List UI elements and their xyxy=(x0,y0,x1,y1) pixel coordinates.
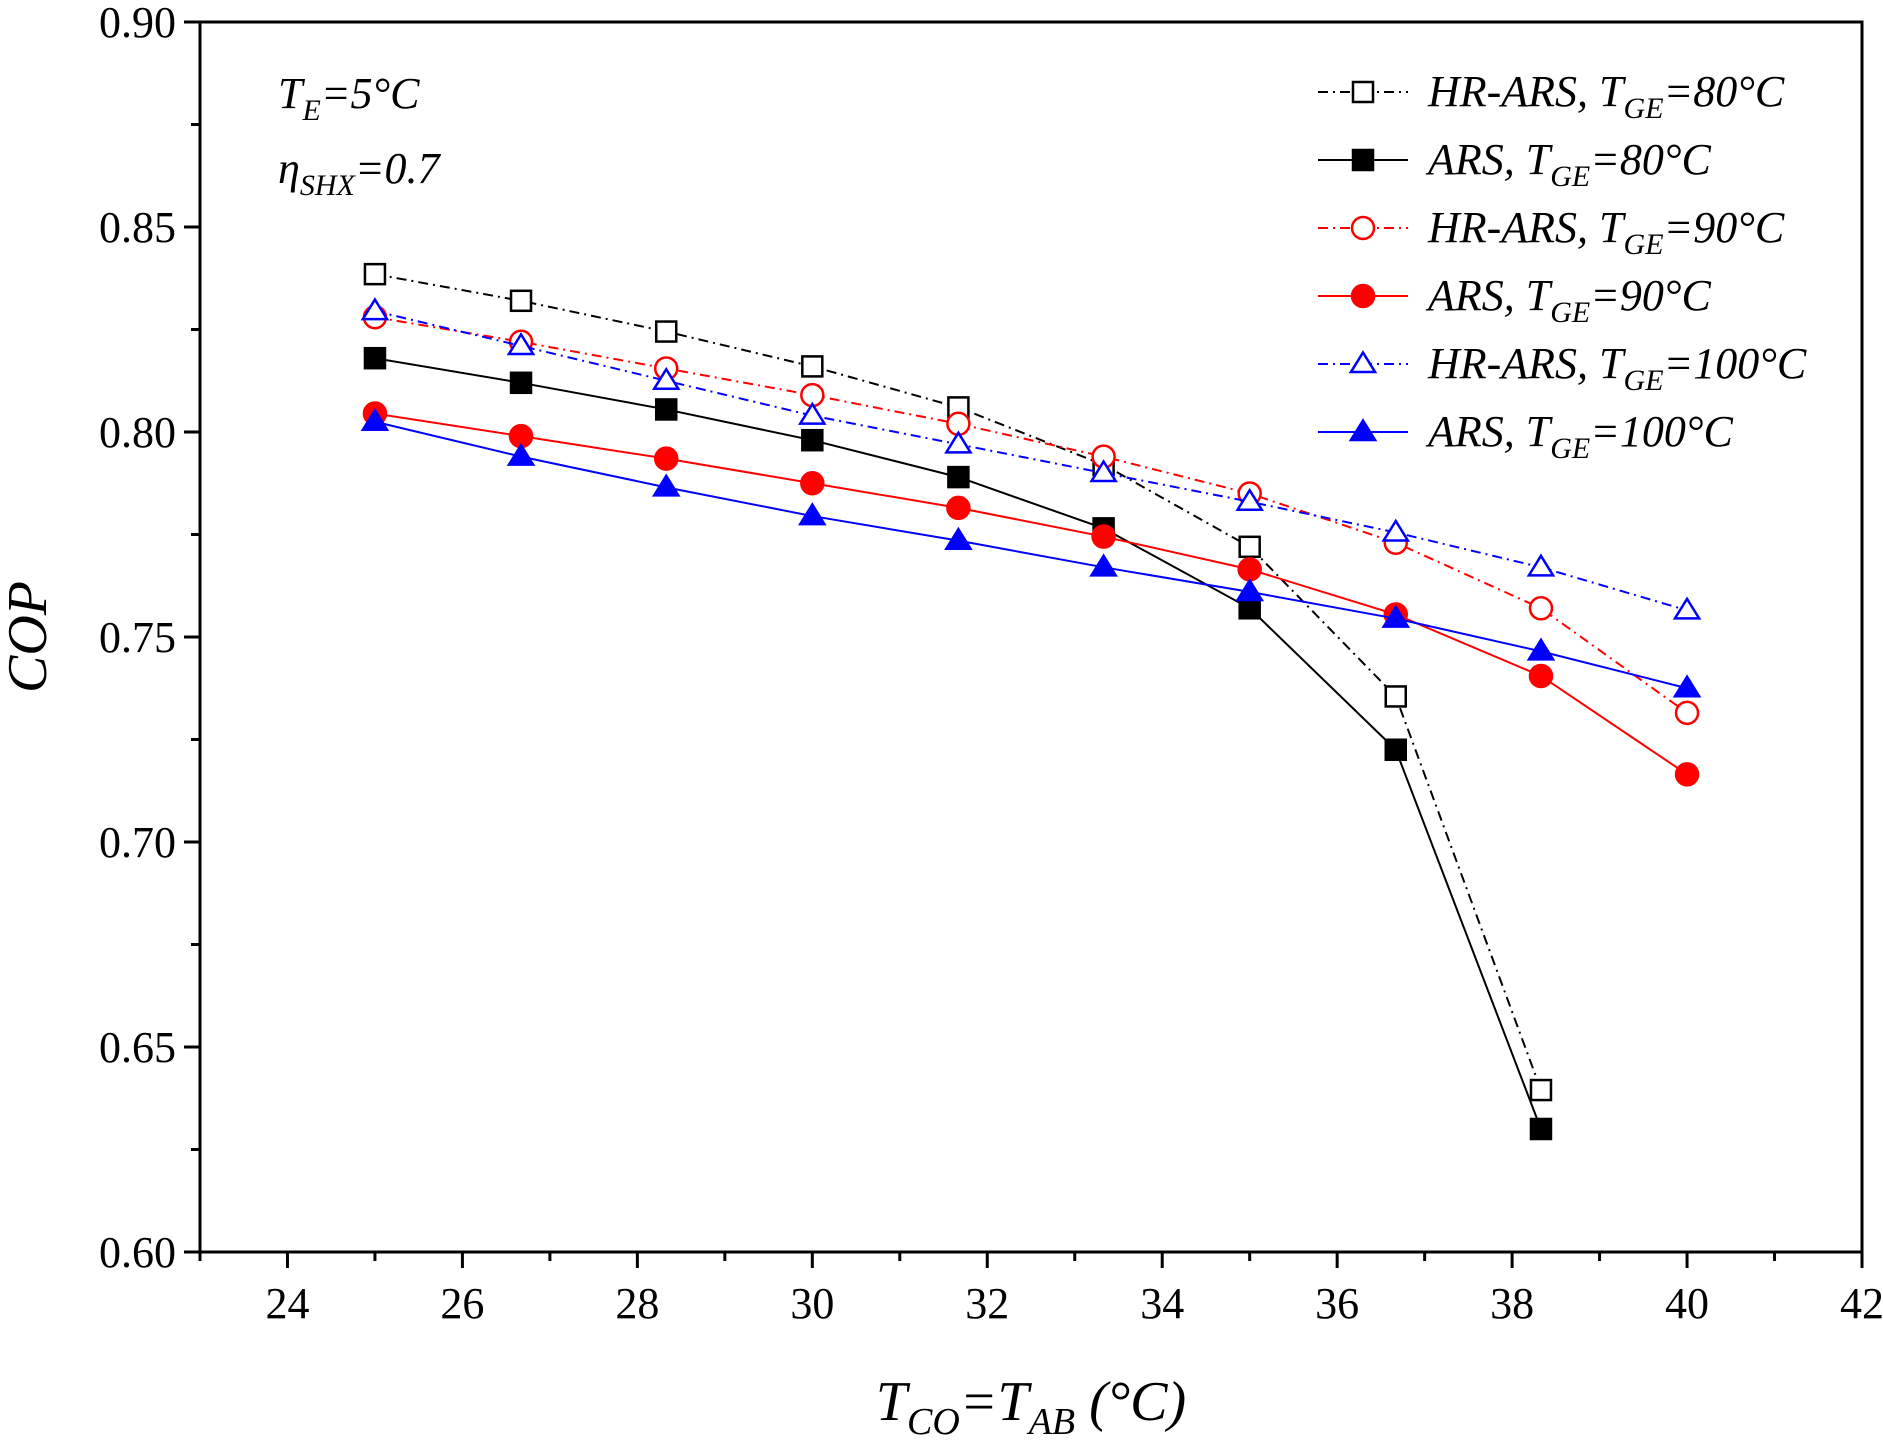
legend-label: ARS, TGE=100°C xyxy=(1425,407,1734,465)
legend-entry-2: ARS, TGE=80°C xyxy=(1318,135,1712,193)
data-point xyxy=(1526,637,1556,661)
x-tick-label: 42 xyxy=(1840,1279,1883,1328)
data-point xyxy=(800,471,825,496)
data-point xyxy=(944,430,973,454)
data-point xyxy=(1235,578,1265,602)
te-annotation: TE=5°C xyxy=(278,69,420,127)
legend-marker xyxy=(1350,283,1376,309)
legend-marker xyxy=(1350,215,1376,241)
data-point xyxy=(1529,1078,1553,1102)
legend-entry-6: ARS, TGE=100°C xyxy=(1318,407,1734,465)
data-point xyxy=(1529,1117,1553,1141)
y-axis-title: COP xyxy=(0,581,59,693)
data-point xyxy=(1381,518,1411,542)
x-tick-label: 36 xyxy=(1315,1279,1359,1328)
x-tick-label: 38 xyxy=(1490,1279,1534,1328)
legend-marker xyxy=(1351,80,1375,104)
data-point xyxy=(1091,524,1116,549)
y-tick-label: 0.90 xyxy=(99,0,176,47)
data-point xyxy=(801,355,824,378)
data-point xyxy=(651,473,681,497)
data-point xyxy=(1526,553,1556,577)
data-point xyxy=(1528,663,1554,689)
legend-entry-1: HR-ARS, TGE=80°C xyxy=(1318,67,1785,125)
legend-label: HR-ARS, TGE=100°C xyxy=(1427,339,1807,397)
series-5 xyxy=(360,297,1702,620)
series-line xyxy=(374,310,1688,612)
data-point xyxy=(1238,535,1261,559)
data-point xyxy=(506,442,536,466)
data-point xyxy=(654,398,678,421)
series-line xyxy=(374,412,1688,776)
series-1 xyxy=(363,262,1553,1102)
legend-marker xyxy=(1348,418,1378,442)
data-point xyxy=(1672,674,1702,698)
data-point xyxy=(363,262,387,286)
data-point xyxy=(797,502,827,526)
y-tick-label: 0.80 xyxy=(99,408,176,457)
legend-marker xyxy=(1348,350,1378,374)
data-point xyxy=(801,428,824,452)
y-tick-label: 0.75 xyxy=(99,613,176,662)
legend-label: HR-ARS, TGE=90°C xyxy=(1427,203,1785,261)
legend-entry-5: HR-ARS, TGE=100°C xyxy=(1318,339,1807,397)
y-tick-label: 0.60 xyxy=(99,1228,176,1277)
data-point xyxy=(506,332,536,356)
data-point xyxy=(360,297,390,321)
series-6 xyxy=(360,407,1702,698)
series-line xyxy=(374,316,1688,714)
series-2 xyxy=(363,346,1553,1141)
y-tick-label: 0.70 xyxy=(99,818,176,867)
legend-marker xyxy=(1351,148,1375,172)
data-point xyxy=(360,407,390,432)
data-point xyxy=(651,366,681,391)
legend: HR-ARS, TGE=80°C ARS, TGE=80°C HR-ARS, TGE… xyxy=(1318,67,1807,465)
data-point xyxy=(1528,596,1554,621)
x-tick-label: 26 xyxy=(440,1279,484,1328)
x-tick-label: 32 xyxy=(965,1279,1009,1328)
data-point xyxy=(946,495,971,521)
series-layer xyxy=(360,262,1702,1141)
data-point xyxy=(1235,487,1265,511)
data-point xyxy=(1672,596,1702,620)
data-point xyxy=(1674,700,1700,726)
data-point xyxy=(1089,553,1118,577)
data-point xyxy=(509,371,533,395)
data-point xyxy=(1381,604,1411,628)
legend-label: ARS, TGE=90°C xyxy=(1425,271,1712,329)
eta-annotation: ηSHX=0.7 xyxy=(278,144,442,202)
x-tick-label: 30 xyxy=(790,1279,834,1328)
series-4 xyxy=(362,401,1700,787)
data-point xyxy=(654,320,678,343)
series-line xyxy=(374,420,1688,690)
data-point xyxy=(1089,459,1118,483)
x-tick-label: 34 xyxy=(1140,1279,1184,1328)
data-point xyxy=(797,401,827,425)
data-point xyxy=(947,465,970,489)
data-point xyxy=(944,526,973,550)
data-point xyxy=(1238,597,1261,620)
x-tick-label: 24 xyxy=(265,1279,309,1328)
legend-entry-3: HR-ARS, TGE=90°C xyxy=(1318,203,1785,261)
data-point xyxy=(1237,557,1262,582)
data-point xyxy=(653,446,679,471)
legend-label: HR-ARS, TGE=80°C xyxy=(1427,67,1785,125)
x-tick-label: 28 xyxy=(615,1279,659,1328)
annotations: TE=5°C ηSHX=0.7 xyxy=(278,69,442,202)
data-point xyxy=(363,346,387,370)
legend-label: ARS, TGE=80°C xyxy=(1425,135,1712,193)
data-point xyxy=(1384,738,1408,761)
y-tick-label: 0.65 xyxy=(99,1023,176,1072)
x-axis-title: TCO=TAB (°C) xyxy=(876,1371,1186,1441)
x-tick-label: 40 xyxy=(1665,1279,1709,1328)
legend-entry-4: ARS, TGE=90°C xyxy=(1318,271,1712,329)
data-point xyxy=(1674,762,1700,787)
data-point xyxy=(509,289,533,313)
y-tick-label: 0.85 xyxy=(99,203,176,252)
data-point xyxy=(1384,685,1408,708)
